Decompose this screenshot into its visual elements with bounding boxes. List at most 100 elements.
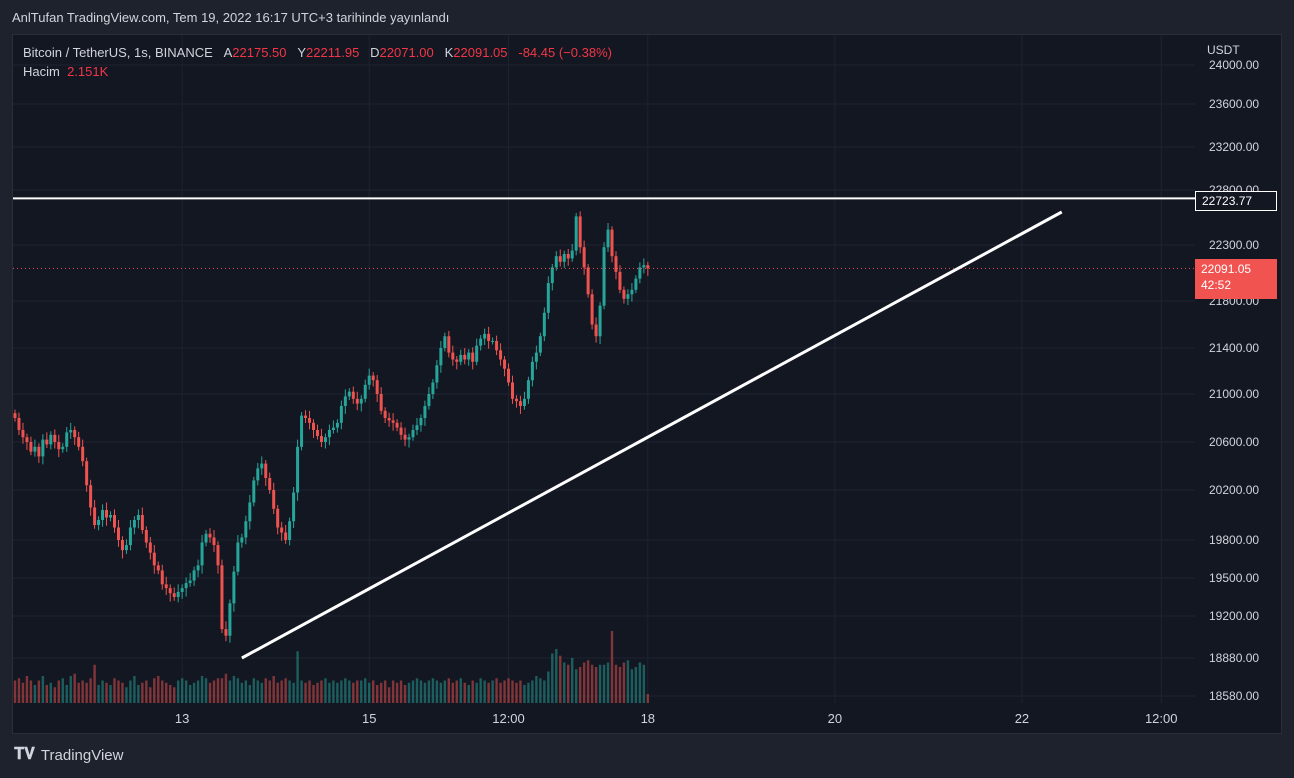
y-tick-label: 19500.00 (1209, 571, 1259, 585)
volume-bar (439, 682, 443, 703)
volume-bar (332, 680, 335, 703)
volume-bar (626, 660, 630, 703)
volume-bar (125, 687, 128, 703)
low-value: 22071.00 (379, 45, 434, 60)
volume-bar (13, 680, 17, 703)
volume-bar (113, 678, 116, 703)
candle-body (140, 515, 144, 530)
candle-body (522, 398, 526, 406)
candle-body (128, 527, 132, 546)
volume-label[interactable]: Hacim (23, 64, 60, 79)
volume-bar (344, 678, 347, 703)
symbol-name[interactable]: Bitcoin / TetherUS, 1s, BINANCE (23, 45, 213, 60)
bar-countdown: 42:52 (1201, 278, 1232, 292)
candle-body (323, 437, 327, 442)
open-value: 22175.50 (232, 45, 287, 60)
footer-brand[interactable]: 𝐓𝐕 TradingView (14, 746, 123, 764)
candle-body (526, 380, 530, 399)
candle-body (268, 478, 272, 490)
candle-body (57, 442, 61, 450)
brand-name: TradingView (40, 746, 124, 764)
volume-bar (244, 680, 248, 703)
volume-bar (288, 680, 291, 703)
volume-bar (555, 649, 558, 703)
volume-bar (551, 653, 554, 703)
candle-body (208, 533, 212, 538)
candle-body (244, 521, 248, 538)
volume-bar (411, 680, 415, 703)
volume-bar (606, 662, 610, 703)
volume-bar (165, 682, 168, 703)
candle-body (511, 382, 514, 399)
candle-body (172, 593, 176, 597)
price-chart[interactable]: 24000.0023600.0023200.0022800.0022300.00… (13, 35, 1281, 733)
volume-bar (435, 680, 439, 703)
volume-bar (507, 678, 510, 703)
candle-body (343, 396, 347, 406)
volume-bar (312, 685, 315, 703)
candle-body (614, 256, 618, 272)
volume-bar (387, 687, 391, 703)
volume-bar (610, 631, 614, 703)
candle-body (443, 336, 447, 348)
last-price-value: 22091.05 (1201, 262, 1252, 276)
volume-bar (395, 682, 399, 703)
candle-body (387, 418, 391, 421)
candle-body (120, 540, 124, 551)
candle-body (109, 515, 113, 518)
candle-body (308, 418, 312, 423)
volume-bar (180, 678, 184, 703)
volume-bar (391, 680, 395, 703)
candle-body (574, 216, 578, 251)
volume-bar (527, 682, 530, 703)
volume-bar (105, 682, 108, 703)
candle-body (196, 565, 200, 571)
volume-bar (216, 678, 220, 703)
y-tick-label: 20200.00 (1209, 483, 1259, 497)
candle-body (176, 591, 180, 597)
volume-bar (316, 682, 319, 703)
volume-bar (590, 664, 594, 703)
candle-body (105, 510, 109, 518)
candle-body (152, 552, 156, 566)
candle-body (622, 289, 626, 299)
candle-body (232, 571, 236, 604)
candle-body (395, 422, 399, 428)
candle-body (272, 490, 276, 509)
candle-body (280, 527, 284, 533)
candle-body (594, 324, 598, 337)
volume-bar (37, 680, 41, 703)
candle-body (49, 434, 53, 445)
x-tick-label: 12:00 (492, 711, 525, 726)
volume-bar (97, 685, 100, 703)
volume-bar (176, 680, 180, 703)
candle-body (252, 480, 256, 503)
volume-bar (423, 682, 427, 703)
volume-bar (598, 664, 602, 703)
volume-bar (368, 682, 371, 703)
candle-body (156, 565, 160, 571)
candle-body (113, 515, 116, 528)
y-tick-label: 18880.00 (1209, 651, 1259, 665)
candle-body (471, 352, 475, 362)
candle-body (483, 333, 487, 339)
chart-pane[interactable]: Bitcoin / TetherUS, 1s, BINANCE A22175.5… (12, 34, 1282, 734)
volume-bar (137, 685, 140, 703)
candle-body (124, 545, 128, 551)
volume-bar (57, 680, 60, 703)
volume-bar (574, 669, 578, 703)
candle-body (315, 430, 319, 436)
candle-body (29, 442, 33, 452)
volume-bar (248, 685, 252, 703)
candle-body (256, 468, 260, 481)
candle-body (248, 502, 252, 522)
candle-body (136, 515, 140, 520)
volume-bar (352, 682, 355, 703)
candle-body (224, 629, 228, 636)
candle-body (582, 247, 586, 268)
candle-body (69, 430, 73, 433)
candle-body (25, 437, 29, 442)
candle-body (363, 384, 367, 399)
candle-body (260, 463, 264, 469)
candle-body (61, 446, 65, 450)
